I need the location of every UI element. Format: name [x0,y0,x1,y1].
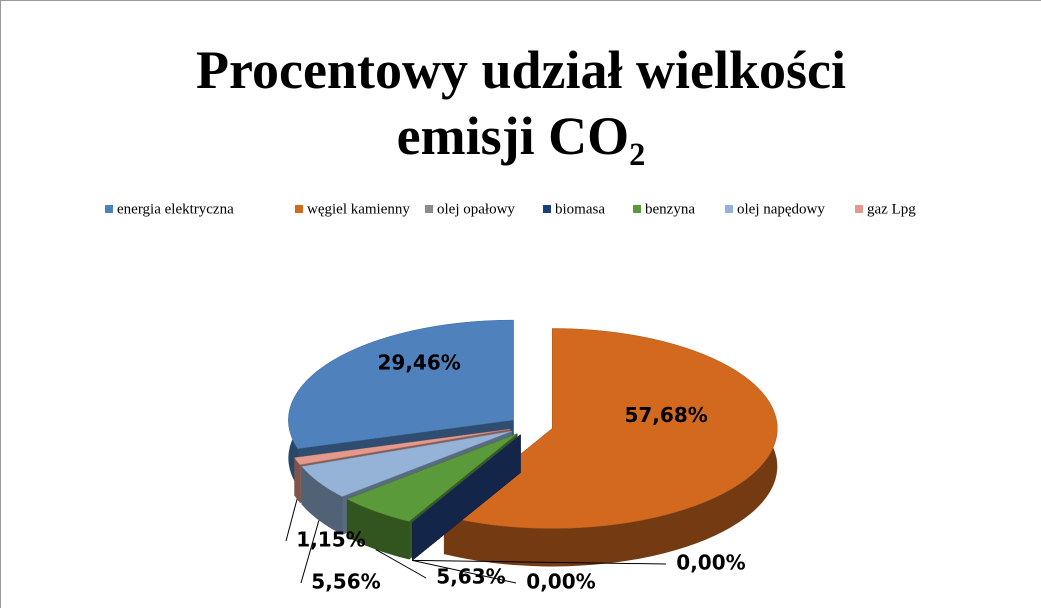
legend-swatch [295,205,303,213]
leader-line [300,520,320,584]
slice [443,328,778,529]
data-label: 0,00% [676,551,745,575]
legend-swatch [855,205,863,213]
legend-label: energia elektryczna [117,201,234,217]
legend-label: biomasa [555,201,605,217]
legend-label: olej opałowy [437,201,515,217]
data-label: 57,68% [624,403,707,427]
legend-swatch [725,205,733,213]
slice [301,430,513,497]
slice-side [347,499,410,560]
slice-side [294,457,300,503]
legend-swatch [425,205,433,213]
data-label: 5,56% [311,570,380,594]
legend-swatch [543,205,551,213]
data-label: 29,46% [377,350,460,374]
legend-label: węgiel kamienny [307,201,410,217]
legend-label: olej napędowy [737,201,825,217]
slice [294,428,511,465]
data-label: 0,00% [526,570,595,594]
chart-title: Procentowy udział wielkości emisji CO₂ [196,40,846,166]
legend-swatch [105,205,113,213]
slice [288,319,514,449]
slice-side [301,466,343,535]
leader-line [412,559,667,565]
slice [346,433,518,522]
leader-line [285,499,298,542]
leader-line [375,549,427,579]
data-label: 5,63% [436,565,505,589]
legend-label: benzyna [645,201,695,217]
leader-line [412,559,517,584]
legend-label: gaz Lpg [867,201,916,217]
data-label: 1,15% [296,528,365,552]
legend-swatch [633,205,641,213]
